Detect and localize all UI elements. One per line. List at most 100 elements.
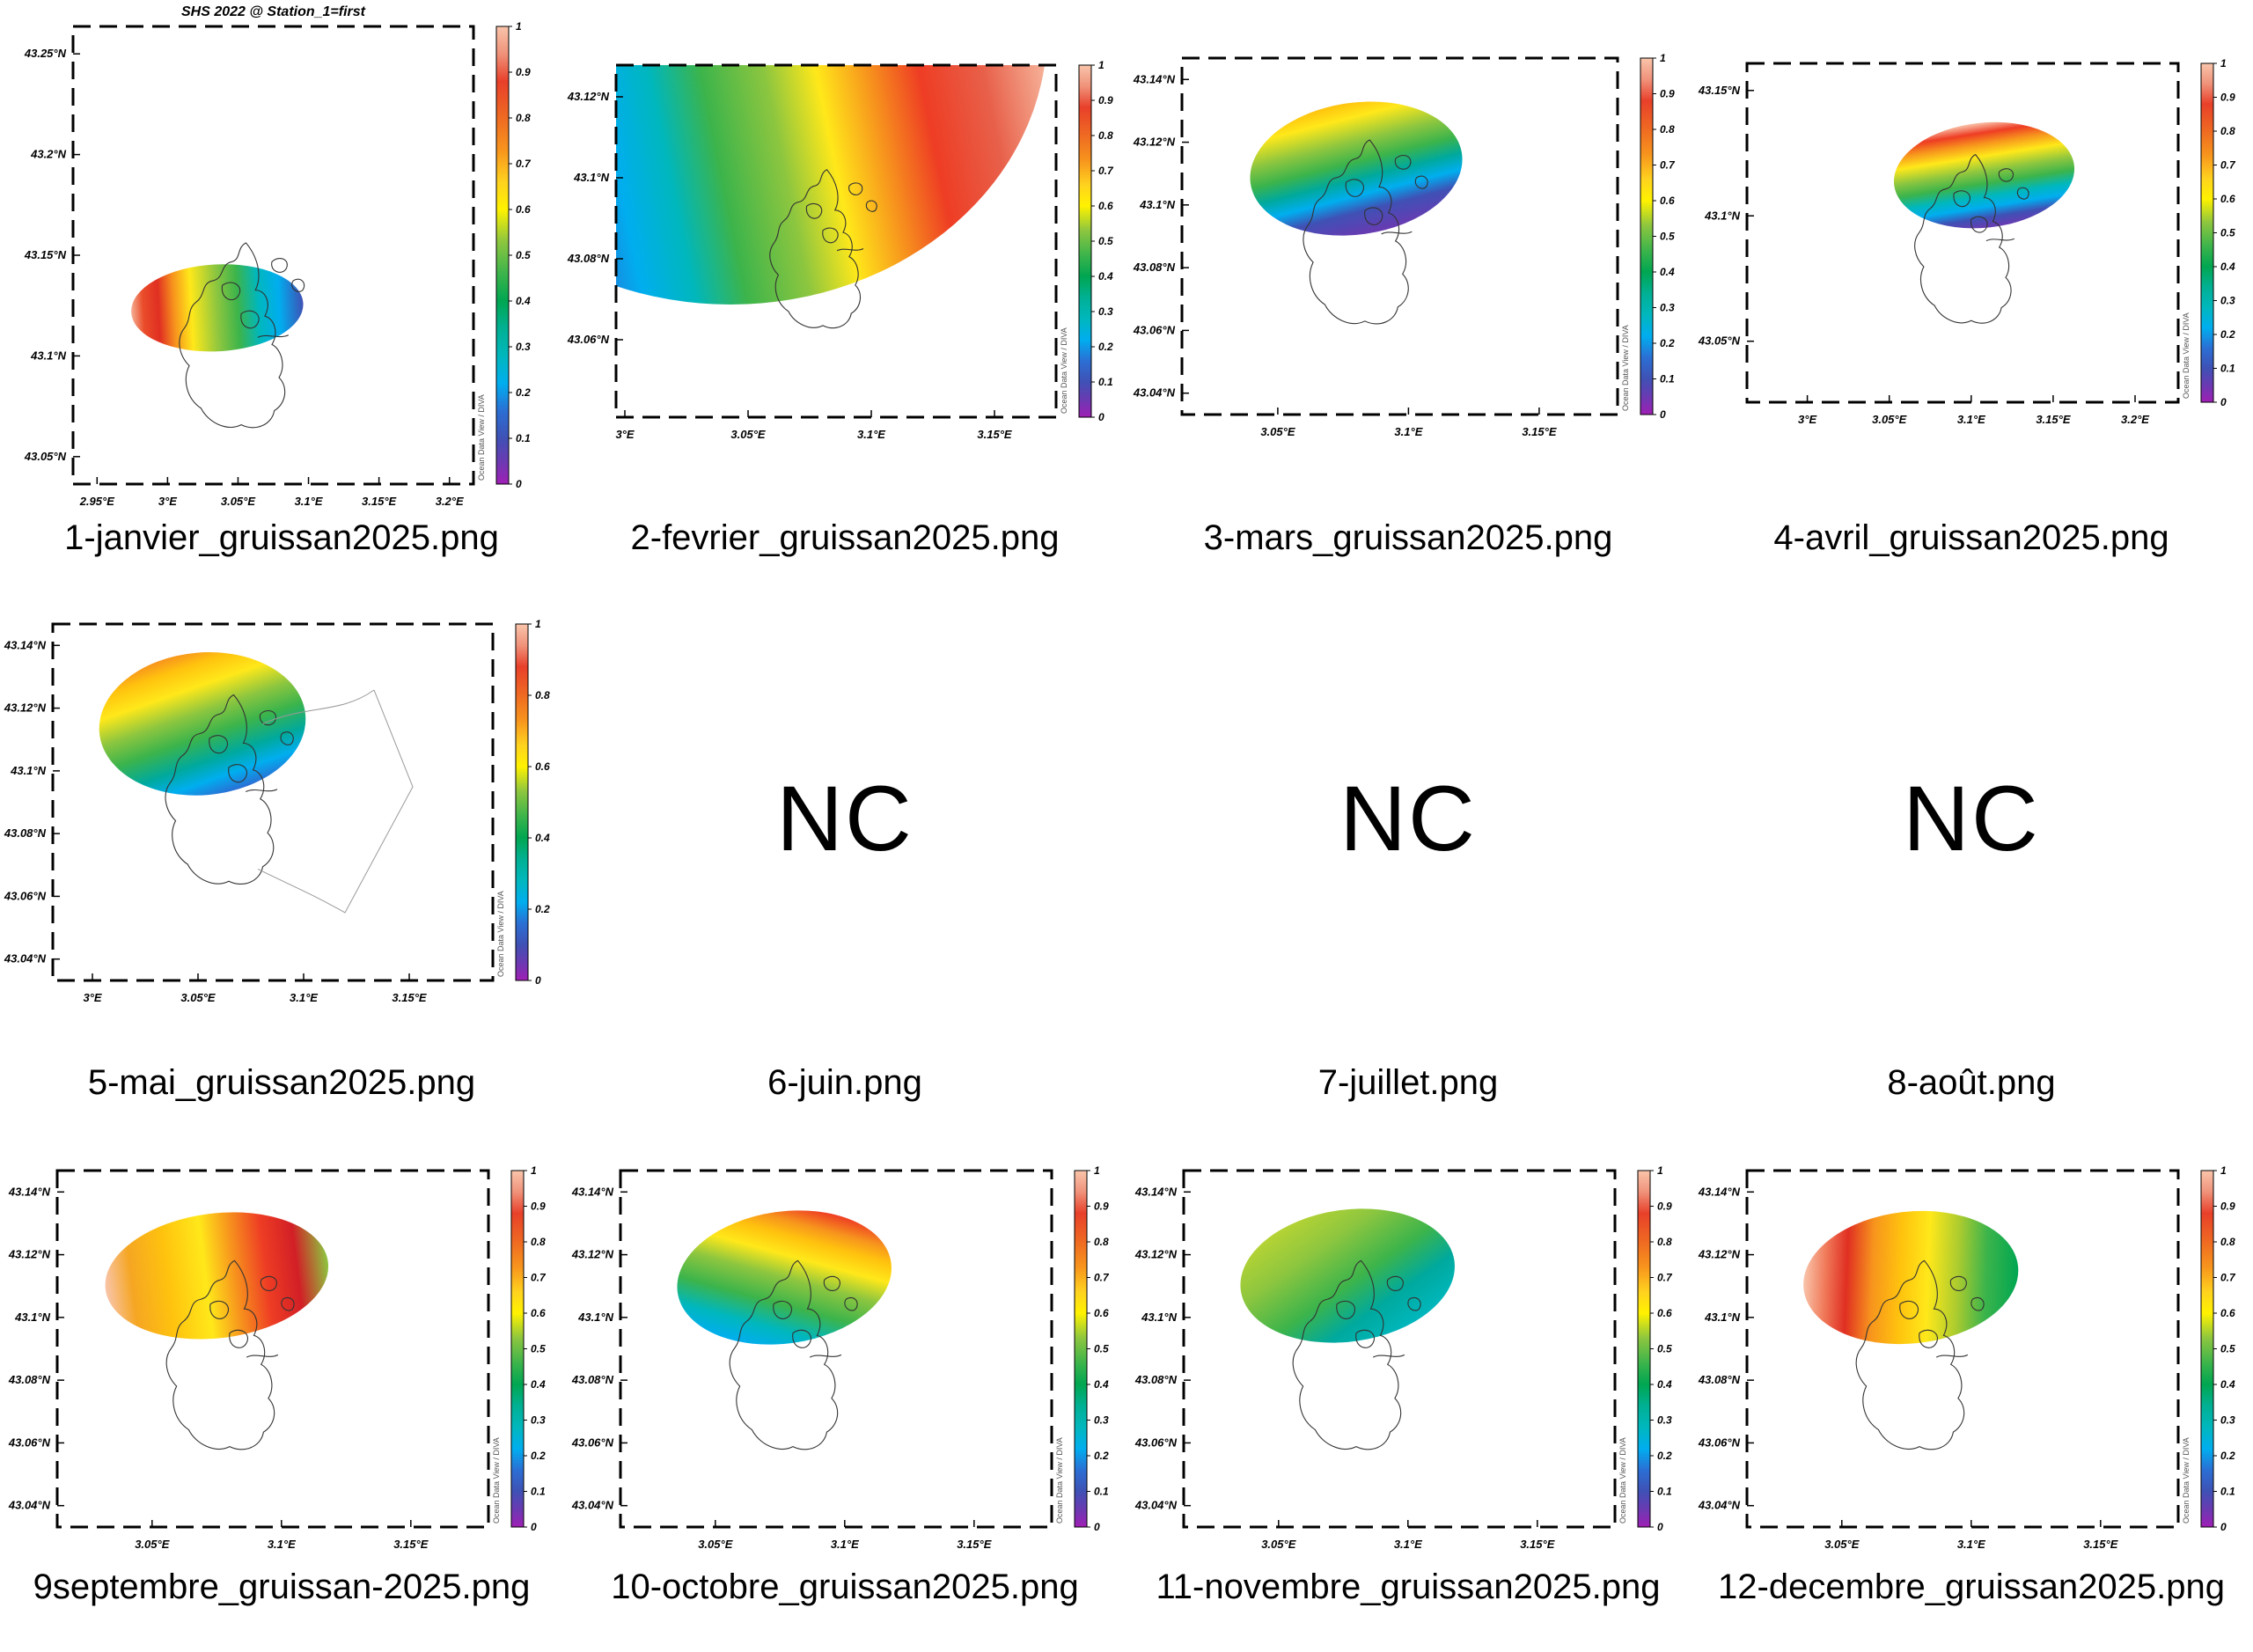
colorbar-tick-label: 0.7 (1657, 1272, 1673, 1284)
interpolated-field (1893, 121, 2075, 229)
coastline-path (845, 1297, 857, 1311)
plot-border (619, 1169, 1053, 1529)
coastline-path (1303, 140, 1407, 324)
map-figure: 43.12°N 43.1°N 43.08°N 43.06°N 3°E 3.05°E 3.1°… (567, 59, 1114, 441)
y-axis-tick-label: 43.08°N (571, 1373, 614, 1386)
colorbar-tick-label: 1 (1660, 52, 1666, 64)
x-axis-tick-label: 3.1°E (268, 1538, 296, 1551)
region-boundary-path (258, 690, 413, 913)
y-axis-tick-label: 43.08°N (8, 1373, 51, 1386)
nc-panel: NC (1339, 767, 1477, 872)
colorbar-tick-label: 0.2 (1098, 341, 1113, 353)
coastline-path (1915, 155, 2011, 324)
colorbar-tick-label: 0 (1657, 1521, 1663, 1533)
colorbar-tick-label: 0.4 (1657, 1378, 1672, 1391)
colorbar-tick-label: 0.5 (516, 249, 531, 261)
colorbar-tick-label: 0.5 (2220, 1343, 2235, 1355)
coastline-path (209, 736, 228, 753)
nc-panel: NC (776, 767, 914, 872)
coastline-path (1954, 191, 1970, 207)
y-axis-tick-label: 43.25°N (23, 47, 66, 60)
plot-area-wrap: 43.14°N 43.12°N 43.1°N 43.08°N 43.06°N 43.04°… (563, 1144, 1126, 1567)
coastline-path (810, 1355, 841, 1357)
map-figure: 43.14°N 43.12°N 43.1°N 43.08°N 43.06°N 43.04°… (1132, 52, 1675, 438)
month-panel-octobre: 43.14°N 43.12°N 43.1°N 43.08°N 43.06°N 43.04°… (563, 1144, 1126, 1652)
coastline-path (837, 249, 863, 251)
coastline-path (1373, 1355, 1405, 1357)
coastline-path (257, 335, 288, 338)
y-axis-tick-label: 43.08°N (1698, 1373, 1741, 1386)
odv-watermark: Ocean Data View / DIVA (2182, 312, 2191, 399)
colorbar-tick-label: 0 (516, 478, 522, 490)
coastline-path (1986, 239, 2014, 240)
colorbar-tick-label: 0 (2220, 396, 2227, 408)
month-panel-aout: NC 8-août.png (1690, 576, 2253, 1144)
coastline (179, 243, 304, 428)
colorbar-tick-label: 0.9 (2220, 92, 2235, 104)
plot-area-wrap: SHS 2022 @ Station_1=first 43.25°N 43.2°N 4… (0, 0, 563, 518)
coastline-path (1356, 1330, 1375, 1347)
map-plot: SHS 2022 @ Station_1=first 43.25°N 43.2°N 4… (17, 0, 547, 521)
image-filename: 12-decembre_gruissan2025.png (1718, 1568, 2225, 1606)
colorbar-tick-label: 0.2 (2220, 328, 2235, 341)
coastline-path (282, 1297, 294, 1311)
colorbar-tick-label: 0.6 (531, 1307, 546, 1319)
coastline-path (291, 279, 304, 291)
colorbar-tick-label: 0.5 (2220, 227, 2235, 239)
colorbar (515, 623, 529, 981)
image-filename: 7-juillet.png (1317, 1063, 1499, 1102)
colorbar-tick-label: 0.2 (2220, 1450, 2235, 1462)
y-axis-tick-label: 43.1°N (30, 349, 67, 362)
coastline (770, 170, 877, 328)
interpolated-field (677, 1210, 892, 1345)
x-axis-tick-label: 3.15°E (977, 428, 1012, 441)
colorbar-tick-label: 0.9 (1660, 88, 1675, 100)
month-panel-juillet: NC 7-juillet.png (1126, 576, 1690, 1144)
colorbar-tick-label: 0.3 (2220, 1414, 2235, 1427)
colorbar-tick-label: 0.8 (1094, 1236, 1109, 1248)
image-filename: 2-fevrier_gruissan2025.png (630, 518, 1060, 557)
colorbar-tick-label: 0.7 (2220, 1272, 2236, 1284)
colorbar-tick-label: 0.7 (531, 1272, 547, 1284)
x-axis-tick-label: 3.05°E (730, 428, 766, 441)
plot-area-wrap: NC (1126, 576, 1690, 1062)
colorbar (510, 1170, 525, 1528)
interpolated-field (130, 264, 304, 352)
interpolated-field (1249, 101, 1463, 236)
colorbar-tick-label: 0.8 (1657, 1236, 1672, 1248)
image-filename: 9septembre_gruissan-2025.png (33, 1568, 531, 1606)
x-axis-tick-label: 3.05°E (698, 1538, 733, 1551)
plot-area-wrap: 43.14°N 43.12°N 43.1°N 43.08°N 43.06°N 43.04°… (0, 576, 563, 1062)
x-axis-tick-label: 3.2°E (435, 495, 463, 508)
y-axis-tick-label: 43.06°N (1698, 1435, 1741, 1449)
colorbar-tick-label: 0.3 (2220, 295, 2235, 307)
y-axis-tick-label: 43.08°N (1132, 261, 1175, 274)
coastline-path (260, 711, 275, 725)
nc-placeholder: NC (776, 767, 914, 870)
colorbar (1640, 57, 1653, 415)
y-axis-tick-label: 43.06°N (1134, 1435, 1178, 1449)
plot-area-wrap: NC (1690, 576, 2253, 1062)
colorbar-tick-label: 0.7 (1094, 1272, 1110, 1284)
x-axis-tick-label: 3.05°E (1260, 425, 1295, 438)
x-axis-tick-label: 3.15°E (392, 991, 427, 1004)
x-axis-tick-label: 3.05°E (1261, 1538, 1296, 1551)
x-axis-tick-label: 3.1°E (1957, 1538, 1985, 1551)
colorbar-tick-label: 0.5 (1660, 231, 1675, 243)
map-plot: 43.12°N 43.1°N 43.08°N 43.06°N 3°E 3.05°E 3.1°… (560, 53, 1130, 454)
colorbar-tick-label: 1 (535, 618, 541, 630)
plot-area-wrap: 43.14°N 43.12°N 43.1°N 43.08°N 43.06°N 43.04°… (1690, 1144, 2253, 1567)
interpolated-field (1803, 1210, 2019, 1345)
colorbar-tick-label: 0 (2220, 1521, 2227, 1533)
x-axis-tick-label: 3.05°E (1824, 1538, 1860, 1551)
x-axis-tick-label: 3.05°E (135, 1538, 170, 1551)
y-axis-tick-label: 43.12°N (567, 90, 610, 103)
coastline-path (229, 765, 247, 782)
colorbar-tick-label: 1 (516, 20, 522, 33)
y-axis-tick-label: 43.14°N (1134, 1185, 1178, 1198)
colorbar-tick-label: 0.4 (516, 295, 531, 307)
colorbar-tick-label: 0.8 (2220, 1236, 2235, 1248)
map-plot: 43.15°N 43.1°N 43.05°N 3°E 3.05°E 3.1°E 3.15°E… (1691, 51, 2252, 439)
odv-watermark: Ocean Data View / DIVA (1621, 325, 1630, 411)
